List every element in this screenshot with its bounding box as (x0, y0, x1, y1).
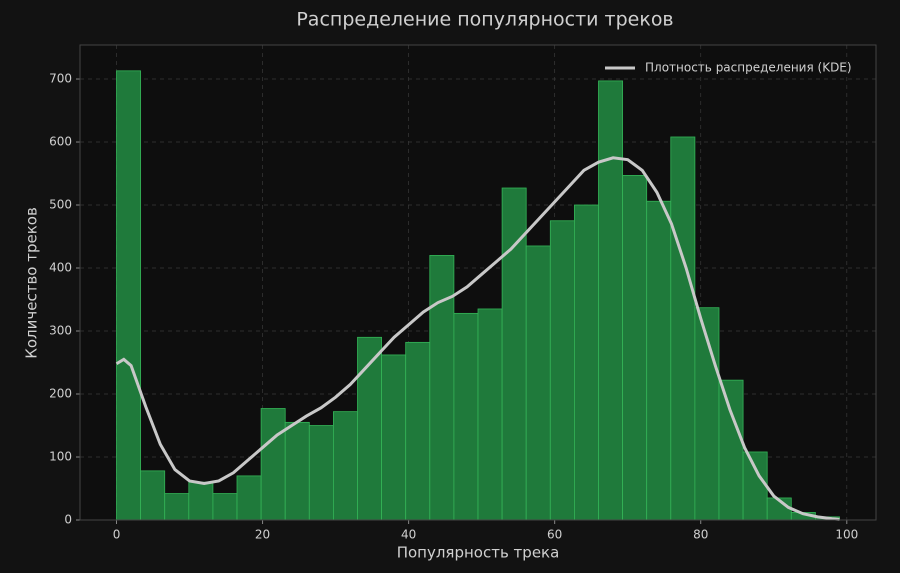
bar (212, 493, 238, 521)
bar (164, 493, 190, 521)
y-tick-label: 300 (49, 324, 72, 338)
bar (622, 175, 648, 521)
bar (598, 80, 623, 521)
chart-title: Распределение популярности треков (296, 9, 673, 31)
bar (140, 470, 166, 521)
x-axis-label: Популярность трека (397, 544, 560, 562)
bar (573, 204, 599, 521)
x-tick-label: 20 (255, 528, 270, 542)
y-tick-label: 400 (49, 261, 72, 275)
x-tick-label: 60 (547, 528, 562, 542)
bar (718, 379, 744, 521)
legend-label: Плотность распределения (KDE) (645, 61, 852, 75)
x-tick-label: 100 (835, 528, 858, 542)
bar (333, 411, 358, 521)
plot-frame (79, 44, 877, 521)
bar (549, 220, 575, 521)
x-tick-label: 0 (113, 528, 121, 542)
bar (670, 136, 696, 521)
y-tick-label: 100 (49, 450, 72, 464)
y-axis-label: Количество треков (23, 207, 41, 359)
bar (453, 312, 479, 521)
x-tick-label: 40 (401, 528, 416, 542)
bar (116, 70, 142, 521)
y-tick-label: 0 (64, 513, 72, 527)
bar (284, 421, 310, 521)
bar (308, 425, 334, 521)
bar (405, 341, 431, 521)
bar (260, 408, 286, 521)
y-tick-label: 700 (49, 72, 72, 86)
bar (429, 255, 455, 521)
x-tick-label: 80 (693, 528, 708, 542)
bar (477, 308, 503, 521)
kde-line (115, 156, 840, 521)
bar (742, 451, 768, 521)
bar (188, 481, 214, 521)
y-tick-label: 500 (49, 198, 72, 212)
bar (236, 475, 262, 521)
bar (381, 354, 407, 521)
y-tick-label: 200 (49, 387, 72, 401)
y-tick-label: 600 (49, 135, 72, 149)
bar (646, 200, 672, 521)
bar (525, 245, 551, 521)
